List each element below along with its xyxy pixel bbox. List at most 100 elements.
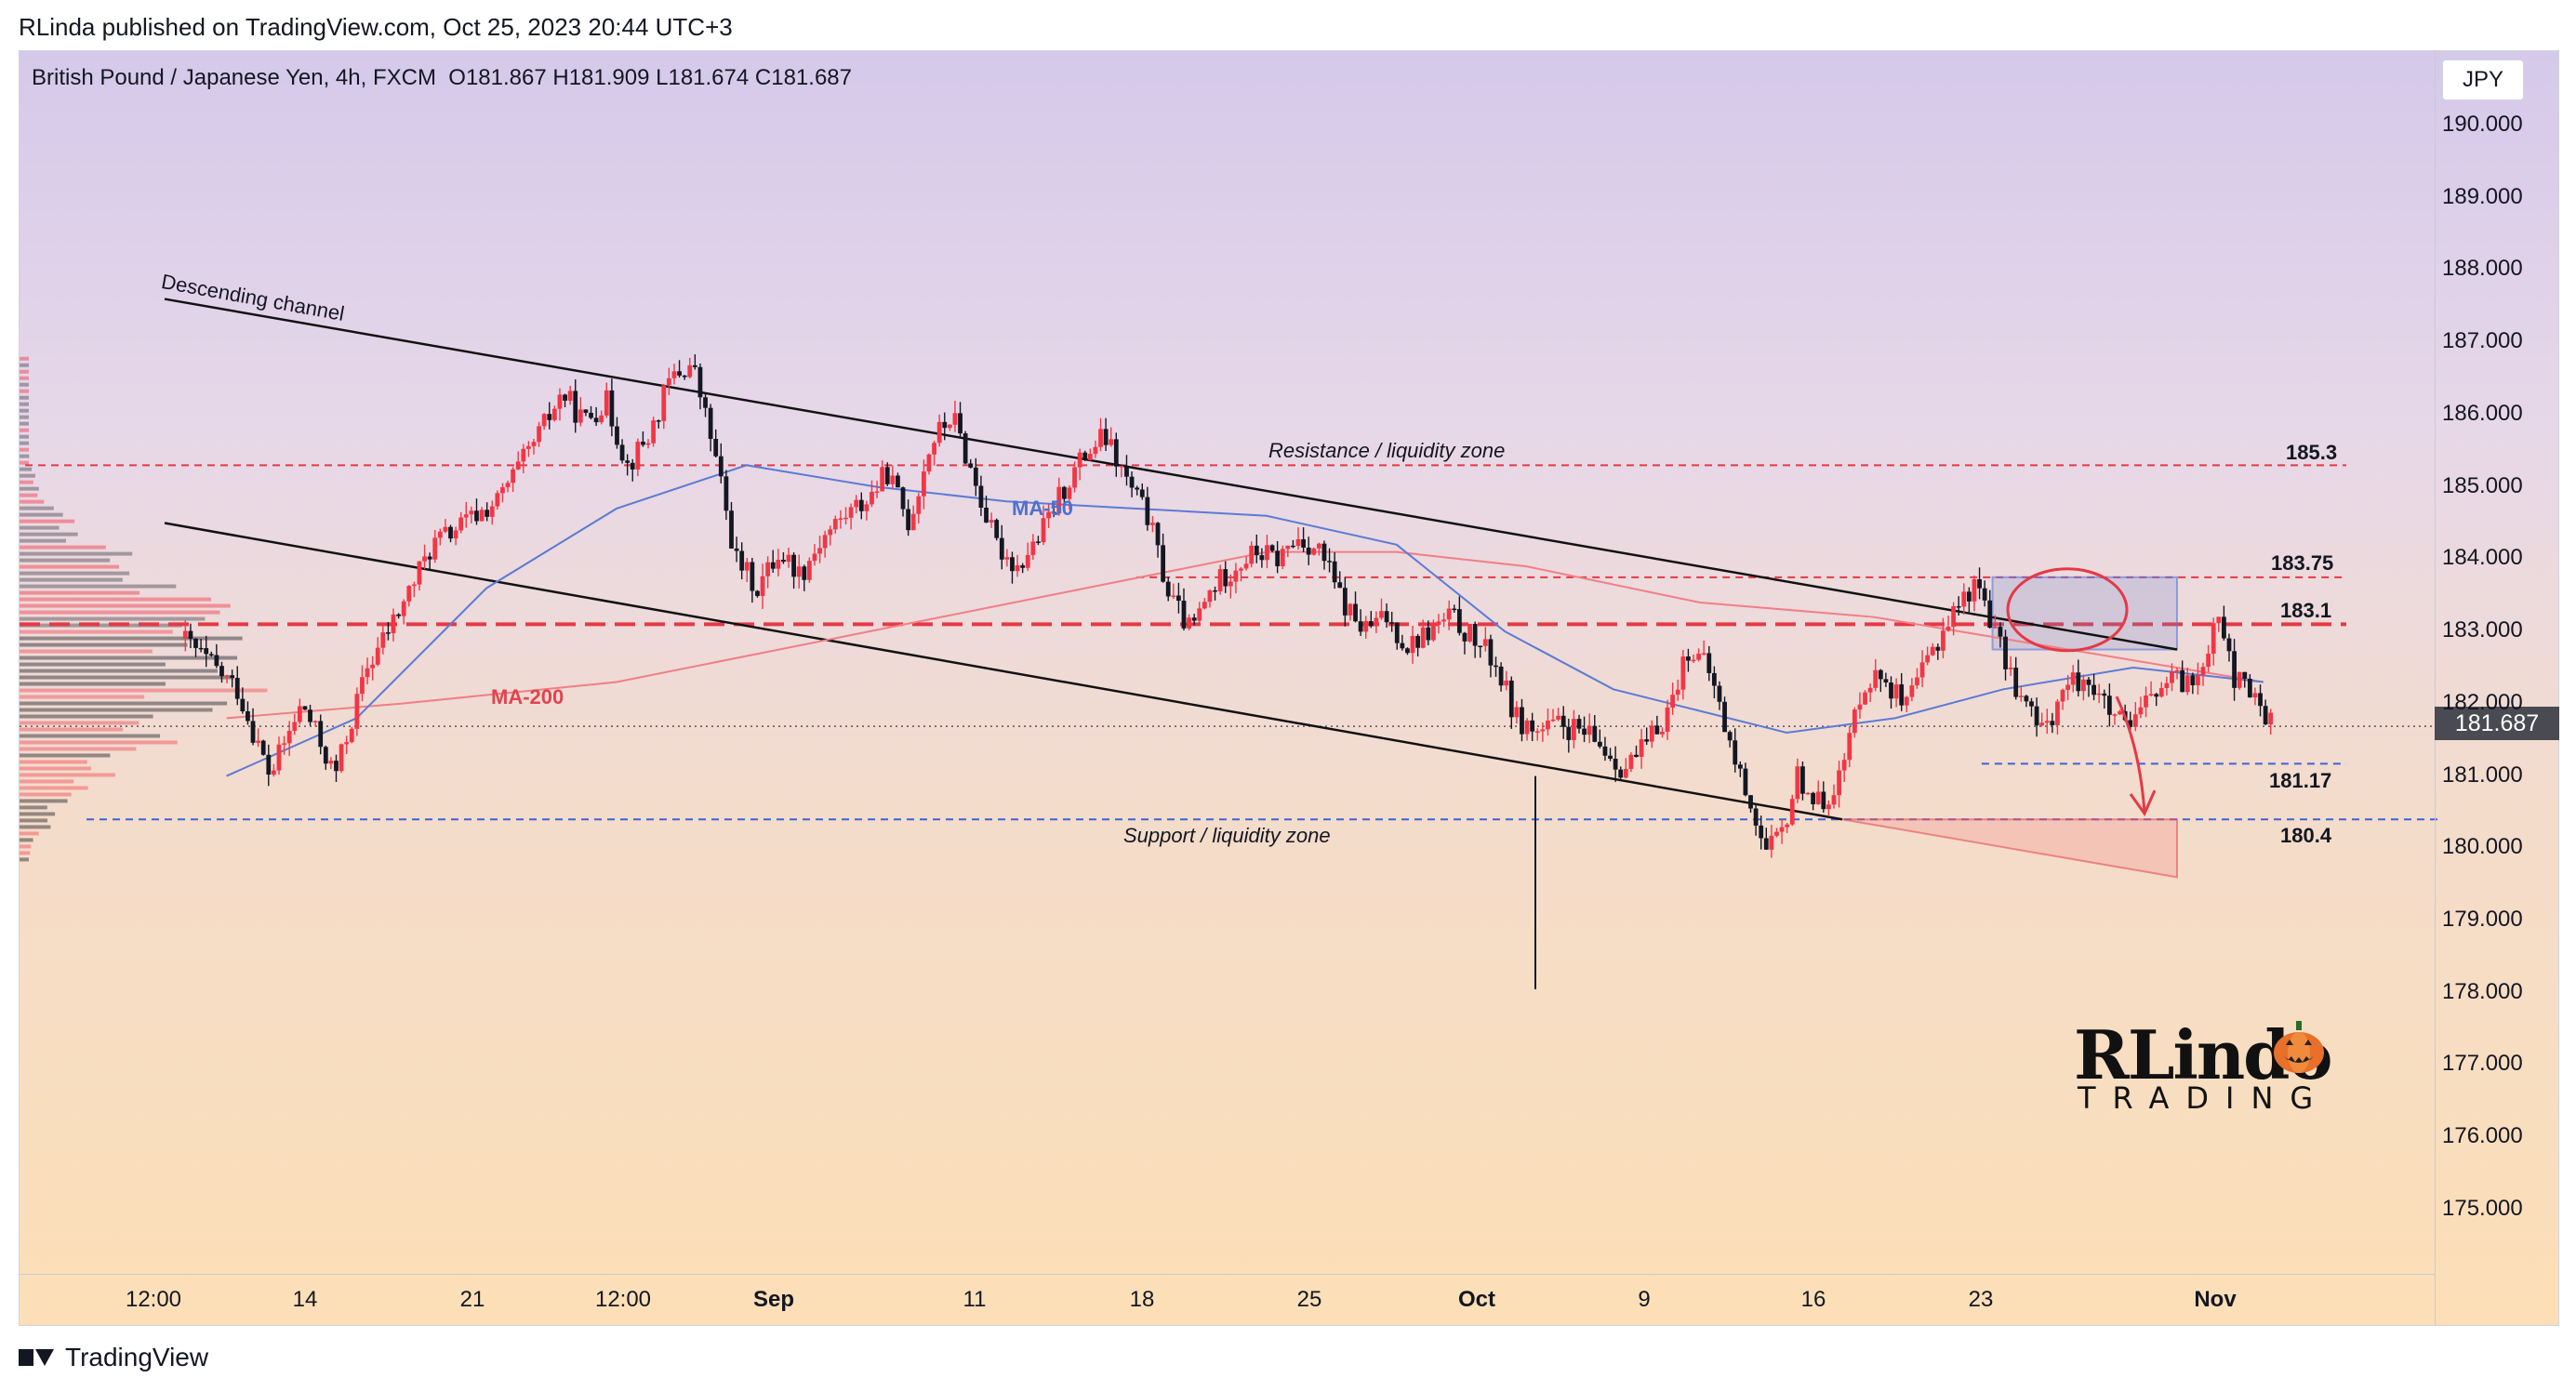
candle-bearish	[1800, 766, 1805, 794]
volume-profile-bar	[20, 369, 29, 374]
volume-profile-bar	[20, 727, 124, 732]
candle-bearish	[978, 485, 984, 508]
candle-bearish	[308, 709, 312, 722]
candle-bearish	[999, 537, 1004, 560]
candle-bearish	[1618, 769, 1624, 778]
candle-bullish	[1628, 754, 1634, 769]
time-tick-label: 23	[1968, 1287, 1994, 1312]
candle-bullish	[521, 448, 526, 462]
candle-bullish	[526, 445, 531, 449]
candle-bullish	[1004, 557, 1010, 560]
candle-bearish	[2232, 651, 2237, 688]
candle-bullish	[1217, 569, 1223, 592]
candle-bearish	[1020, 565, 1026, 568]
candle-bearish	[214, 655, 219, 667]
candle-bearish	[2050, 721, 2055, 725]
candle-bullish	[2060, 689, 2065, 702]
candle-bullish	[437, 531, 443, 538]
candle-bearish	[1176, 595, 1181, 602]
candle-bullish	[2196, 675, 2200, 686]
candle-bullish	[2081, 679, 2086, 692]
candle-bullish	[531, 442, 537, 446]
candle-bullish	[1691, 659, 1696, 662]
candle-bullish	[1873, 669, 1879, 688]
candle-bearish	[396, 614, 402, 616]
candle-bullish	[1243, 563, 1249, 569]
volume-profile-bar	[20, 831, 39, 836]
price-tick-label: 186.000	[2442, 400, 2523, 426]
candle-bullish	[890, 475, 896, 484]
candle-bullish	[1015, 565, 1020, 572]
candle-bullish	[936, 421, 942, 444]
candle-bearish	[240, 698, 246, 712]
candle-bullish	[1446, 608, 1452, 620]
channel-lower-line	[164, 522, 1843, 821]
candle-bearish	[1520, 707, 1524, 735]
price-tick-label: 180.000	[2442, 834, 2523, 860]
candle-bullish	[2018, 696, 2024, 697]
candle-bearish	[1566, 726, 1572, 740]
level-181-17: 181.17	[2269, 769, 2332, 792]
candle-bullish	[2039, 722, 2045, 726]
candle-bullish	[1093, 446, 1098, 455]
price-tick-label: 178.000	[2442, 978, 2523, 1004]
candle-bullish	[551, 408, 557, 420]
candle-bullish	[916, 496, 922, 514]
candle-bearish	[1748, 795, 1753, 809]
candle-bearish	[1644, 739, 1650, 742]
candle-bullish	[422, 556, 427, 562]
time-tick-label: Sep	[752, 1287, 795, 1312]
candle-bullish	[1295, 538, 1301, 547]
candle-bearish	[630, 462, 635, 470]
price-tick-label: 184.000	[2442, 545, 2523, 571]
candle-bullish	[1041, 518, 1046, 543]
volume-profile-bar	[20, 389, 29, 393]
candle-bullish	[2008, 668, 2013, 669]
candle-bearish	[1722, 701, 1727, 733]
candle-bearish	[1956, 605, 1961, 608]
chart-plot[interactable]	[20, 51, 2559, 1326]
candle-bullish	[1374, 617, 1379, 627]
candle-bearish	[1321, 543, 1327, 562]
candle-bullish	[1504, 680, 1509, 686]
level-185-3: 185.3	[2286, 441, 2338, 464]
ohlc-values: O181.867 H181.909 L181.674 C181.687	[448, 65, 852, 90]
symbol-name: British Pound / Japanese Yen, 4h, FXCM	[32, 65, 436, 90]
price-axis[interactable]	[2435, 50, 2559, 1326]
candle-bullish	[2112, 714, 2118, 716]
candle-bullish	[1930, 646, 1935, 656]
candle-bullish	[1785, 824, 1790, 828]
time-tick-label: 21	[459, 1287, 485, 1312]
price-tick-label: 190.000	[2442, 112, 2523, 137]
candle-bullish	[2096, 693, 2102, 696]
ma200-label: MA-200	[491, 685, 564, 709]
volume-profile-bar	[20, 428, 29, 432]
volume-profile-bar	[20, 753, 111, 758]
candle-bearish	[1987, 600, 1993, 629]
volume-profile-bar	[20, 857, 29, 862]
candle-bullish	[1467, 623, 1472, 642]
ma50-label: MA-50	[1012, 497, 1074, 520]
volume-profile-bar	[20, 493, 38, 497]
resistance-zone-label: Resistance / liquidity zone	[1268, 439, 1506, 462]
candle-bearish	[1998, 627, 2003, 637]
currency-button[interactable]: JPY	[2442, 60, 2524, 100]
candle-bullish	[1649, 725, 1654, 742]
volume-profile-bar	[20, 545, 106, 550]
candle-bullish	[817, 548, 822, 554]
candle-bearish	[1145, 497, 1150, 525]
candle-bearish	[1576, 719, 1582, 729]
candle-bearish	[697, 366, 703, 398]
support-triangle	[1841, 818, 2178, 879]
chart-area[interactable]	[19, 50, 2559, 1326]
candle-bearish	[739, 550, 745, 571]
candle-bearish	[734, 548, 739, 551]
candle-bearish	[2242, 671, 2248, 679]
candle-bearish	[1103, 429, 1109, 445]
candle-bearish	[593, 417, 599, 423]
candle-bullish	[567, 391, 573, 401]
candle-bearish	[1498, 666, 1504, 686]
candle-bearish	[1051, 511, 1056, 514]
candle-bullish	[854, 499, 859, 508]
candle-bearish	[1654, 725, 1660, 735]
